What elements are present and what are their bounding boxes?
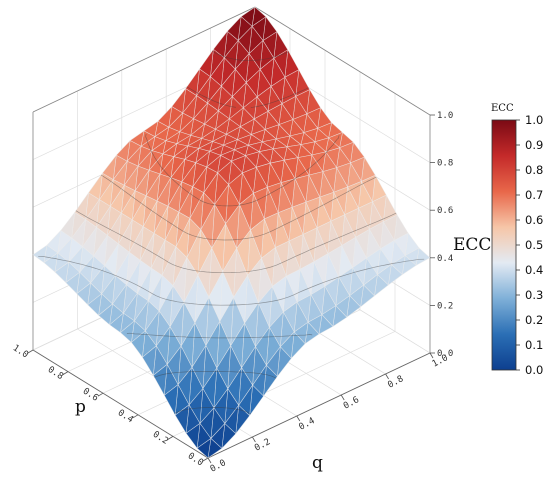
surface-facet	[185, 423, 201, 449]
contour-line	[211, 50, 289, 61]
x-tick-label: 0.0	[209, 458, 228, 474]
surface-facet	[120, 320, 135, 343]
colorbar-title: ECC	[491, 103, 514, 114]
contour-line	[186, 86, 309, 108]
colorbar: ECC 0.0 0.1 0.2 0.3 0.4 0.5 0.6 0.7 0.8 0.9 1.0	[491, 103, 543, 377]
x-tick-label: 0.2	[253, 437, 272, 453]
surface-facet	[196, 438, 212, 459]
colorbar-tick-label: 0.1	[525, 338, 543, 352]
y-tick-mark	[62, 371, 69, 375]
surface-facet	[87, 293, 102, 316]
y-tick-mark	[27, 349, 34, 354]
y-tick-mark	[132, 414, 139, 419]
x-axis-label: q	[312, 453, 323, 473]
colorbar-tick-label: 0.5	[525, 238, 543, 252]
colorbar-tick-label: 0.8	[525, 163, 543, 177]
z-tick-label: 0.0	[437, 349, 453, 359]
contour-line	[145, 133, 340, 207]
colorbar-tick-label: 0.3	[525, 288, 543, 302]
z-tick-label: 1.0	[437, 111, 453, 121]
z-tick-label: 0.6	[437, 206, 453, 216]
surface-facet	[153, 364, 168, 396]
surface-facet	[43, 252, 59, 273]
colorbar-tick-label: 1.0	[525, 113, 543, 127]
x-tick-mark	[207, 457, 212, 464]
y-tick-mark	[167, 436, 174, 440]
x-tick-mark	[385, 373, 389, 380]
ecc-surface	[32, 6, 431, 459]
y-tick-label: 1.0	[11, 343, 30, 360]
contour-line	[154, 371, 277, 379]
box-edge	[32, 6, 256, 113]
z-tick-label: 0.4	[437, 254, 453, 264]
surface-facet	[32, 244, 48, 263]
x-tick-mark	[429, 352, 434, 359]
x-tick-mark	[296, 415, 301, 422]
y-tick-mark	[97, 392, 104, 397]
y-tick-mark	[202, 457, 209, 462]
z-tick-label: 0.8	[437, 159, 453, 169]
x-tick-label: 0.8	[386, 374, 405, 390]
surface-facet	[164, 384, 179, 416]
z-axis-label: ECC	[453, 235, 491, 255]
surface-facet	[65, 272, 80, 294]
surface-facet	[174, 404, 190, 434]
colorbar-tick-label: 0.4	[525, 263, 543, 277]
contour-line	[126, 332, 313, 339]
x-tick-label: 0.4	[298, 416, 317, 432]
box-edge	[254, 6, 431, 116]
contour-line	[100, 174, 377, 241]
colorbar-tick-label: 0.0	[525, 363, 543, 377]
surface-facet	[142, 345, 157, 376]
y-axis-label: p	[75, 397, 86, 417]
x-tick-label: 0.6	[342, 395, 361, 411]
x-tick-mark	[252, 436, 256, 443]
x-tick-mark	[340, 394, 345, 401]
surface-facet	[98, 303, 113, 326]
contour-line	[75, 210, 397, 274]
colorbar-tick-label: 0.2	[525, 313, 543, 327]
colorbar-tick-label: 0.6	[525, 213, 543, 227]
colorbar-gradient	[491, 119, 517, 371]
colorbar-tick-label: 0.9	[525, 138, 543, 152]
surface-facet	[131, 330, 146, 358]
box-edge	[207, 352, 431, 459]
box-edge	[32, 349, 209, 459]
colorbar-tick-label: 0.7	[525, 188, 543, 202]
z-tick-label: 0.2	[437, 301, 453, 311]
surface-facet	[109, 312, 124, 333]
contour-line	[38, 255, 425, 306]
contour-line	[174, 407, 252, 415]
surface-facet	[54, 261, 70, 283]
surface-facet	[76, 282, 91, 306]
